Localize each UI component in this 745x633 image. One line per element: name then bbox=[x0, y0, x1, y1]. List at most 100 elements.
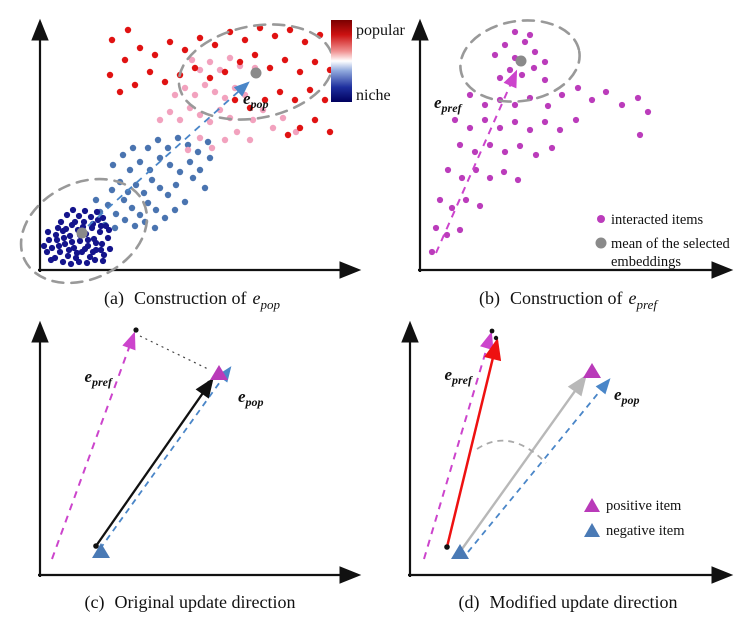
scatter-point bbox=[65, 246, 73, 254]
scatter-point bbox=[189, 174, 197, 182]
scatter-point bbox=[105, 226, 113, 234]
epop-label-d: epop bbox=[614, 385, 640, 407]
epref-label-b: epref bbox=[434, 93, 463, 115]
scatter-point bbox=[70, 244, 78, 252]
scatter-point bbox=[62, 225, 70, 233]
scatter-point bbox=[226, 28, 234, 36]
scatter-point bbox=[93, 208, 101, 216]
epref-arrow-d bbox=[423, 331, 494, 560]
scatter-point bbox=[76, 237, 84, 245]
scatter-point bbox=[451, 116, 459, 124]
scatter-point bbox=[52, 231, 60, 239]
scatter-point bbox=[181, 84, 189, 92]
panel-d-group: epref epop positive item negative item (… bbox=[401, 320, 734, 613]
legend-tri-positive bbox=[584, 498, 600, 512]
scatter-point bbox=[131, 81, 139, 89]
scatter-point bbox=[94, 216, 102, 224]
scatter-point bbox=[572, 116, 580, 124]
legend-label-mean-line2: embeddings bbox=[611, 254, 681, 270]
math-e: e bbox=[243, 89, 251, 108]
scatter-point bbox=[71, 218, 79, 226]
scatter-point bbox=[311, 116, 319, 124]
scatter-point bbox=[458, 174, 466, 182]
scatter-point bbox=[500, 168, 508, 176]
scatter-point bbox=[206, 154, 214, 162]
mean-dot-pref bbox=[515, 55, 527, 67]
scatter-point bbox=[311, 58, 319, 66]
modified-start-dot-d bbox=[444, 544, 450, 550]
scatter-point bbox=[471, 148, 479, 156]
modified-tip-dot-d bbox=[493, 335, 499, 341]
scatter-point bbox=[109, 161, 117, 169]
scatter-point bbox=[116, 88, 124, 96]
modified-update-arrow bbox=[445, 337, 502, 548]
math-sub-pref: pref bbox=[441, 101, 463, 115]
mean-dot-popular bbox=[250, 67, 262, 79]
caption-a-text: Construction of bbox=[134, 288, 247, 308]
scatter-point bbox=[233, 128, 241, 136]
scatter-point bbox=[63, 211, 71, 219]
scatter-point bbox=[119, 151, 127, 159]
scatter-point bbox=[266, 64, 274, 72]
scatter-point bbox=[99, 214, 107, 222]
scatter-point bbox=[541, 58, 549, 66]
legend-d: positive item negative item bbox=[584, 498, 685, 539]
scatter-point bbox=[526, 31, 534, 39]
scatter-point bbox=[544, 102, 552, 110]
scatter-point bbox=[432, 224, 440, 232]
scatter-point bbox=[241, 36, 249, 44]
negative-item-triangle-d bbox=[451, 544, 469, 559]
scatter-point bbox=[83, 259, 91, 267]
scatter-point bbox=[99, 257, 107, 265]
scatter-point bbox=[548, 144, 556, 152]
scatter-point bbox=[54, 224, 62, 232]
scatter-point bbox=[511, 118, 519, 126]
scatter-point bbox=[501, 148, 509, 156]
scatter-point bbox=[124, 26, 132, 34]
epop-label-c: epop bbox=[238, 387, 264, 409]
scatter-point bbox=[269, 124, 277, 132]
scatter-point bbox=[206, 74, 214, 82]
scatter-point bbox=[276, 88, 284, 96]
scatter-point bbox=[152, 206, 160, 214]
positive-item-triangle-d bbox=[583, 363, 601, 378]
scatter-point bbox=[292, 128, 300, 136]
scatter-point bbox=[221, 136, 229, 144]
scatter-point bbox=[108, 36, 116, 44]
caption-c: (c) Original update direction bbox=[85, 592, 296, 613]
scatter-point bbox=[462, 196, 470, 204]
scatter-point bbox=[481, 101, 489, 109]
scatter-point bbox=[108, 186, 116, 194]
scatter-point bbox=[148, 176, 156, 184]
scatter-point bbox=[56, 248, 64, 256]
math-sub-pref: pref bbox=[91, 375, 113, 389]
panel-a-group: epop popular niche (a) Construction of epo… bbox=[19, 18, 406, 312]
scatter-point bbox=[181, 198, 189, 206]
scatter-point bbox=[514, 176, 522, 184]
legend-dot-mean bbox=[595, 237, 607, 249]
scatter-point bbox=[98, 240, 106, 248]
legend-label-mean-line1: mean of the selected bbox=[611, 236, 731, 252]
scatter-point bbox=[191, 91, 199, 99]
scatter-red bbox=[106, 24, 352, 139]
scatter-point bbox=[231, 84, 239, 92]
scatter-point bbox=[196, 34, 204, 42]
scatter-point bbox=[196, 134, 204, 142]
scatter-point bbox=[558, 91, 566, 99]
scatter-point bbox=[208, 144, 216, 152]
scatter-point bbox=[106, 245, 114, 253]
scatter-point bbox=[86, 253, 94, 261]
legend-b: interacted items mean of the selected em… bbox=[595, 212, 731, 270]
scatter-point bbox=[301, 38, 309, 46]
scatter-point bbox=[211, 88, 219, 96]
mean-dot-niche bbox=[76, 227, 88, 239]
scatter-point bbox=[476, 202, 484, 210]
math-e: e bbox=[238, 387, 246, 406]
caption-a-num: (a) bbox=[104, 288, 124, 309]
scatter-point bbox=[284, 131, 292, 139]
math-sub-pop: pop bbox=[621, 393, 640, 407]
scatter-point bbox=[156, 154, 164, 162]
original-update-arrow bbox=[95, 377, 214, 547]
scatter-point bbox=[120, 196, 128, 204]
scatter-blue bbox=[92, 134, 214, 232]
